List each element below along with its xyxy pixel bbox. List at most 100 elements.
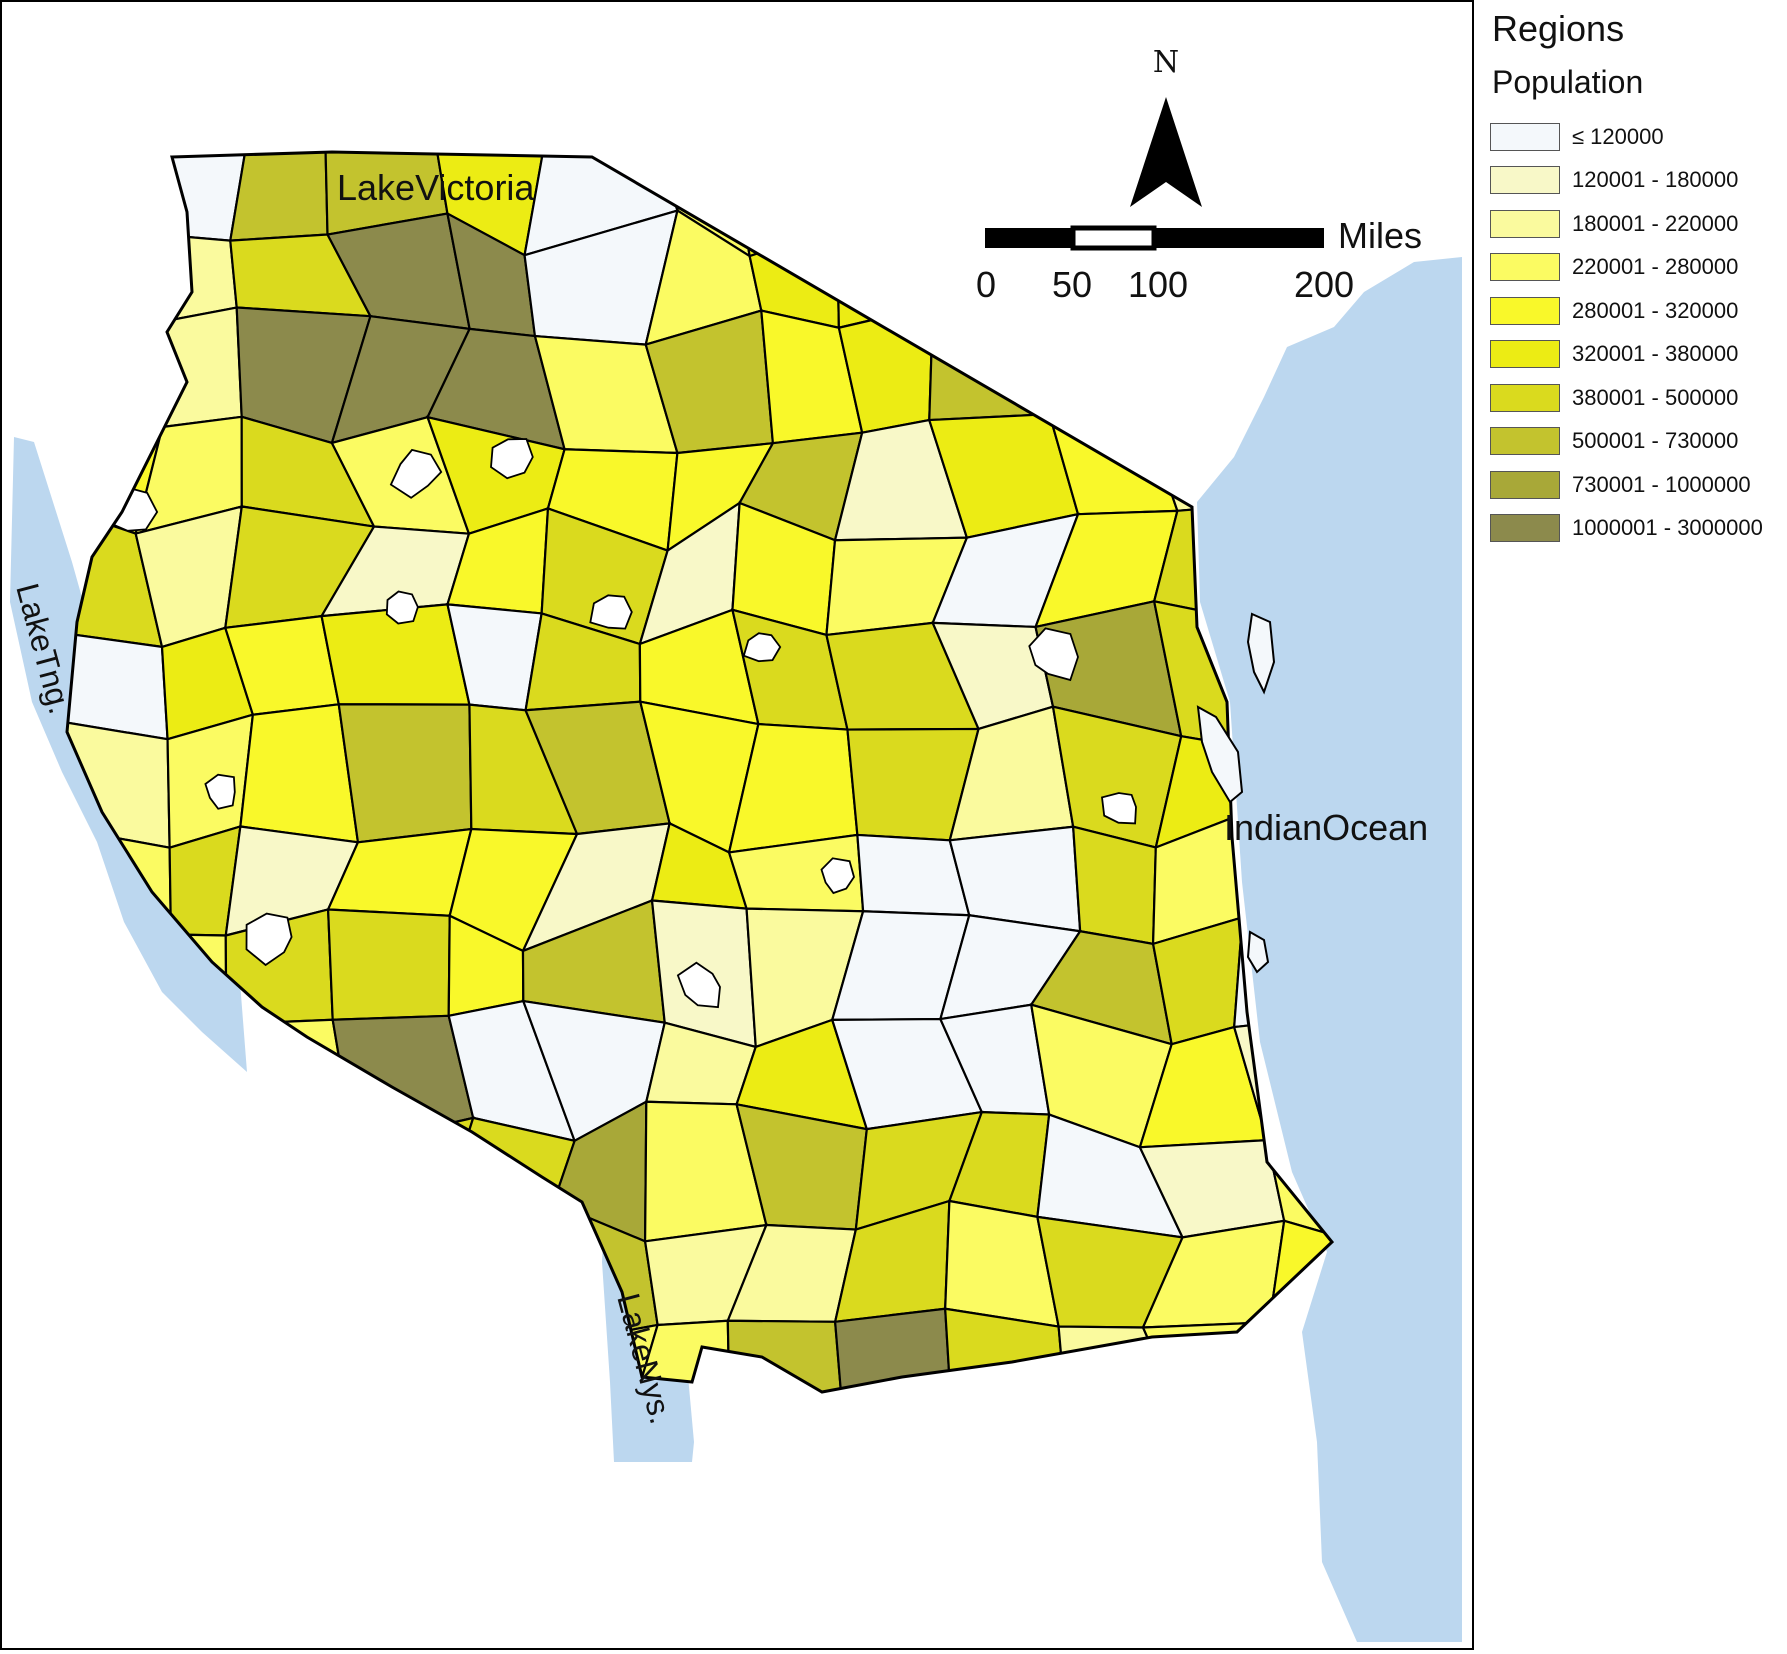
- region-polygon: [235, 1297, 346, 1392]
- legend-label: 220001 - 280000: [1572, 254, 1739, 280]
- region-cells: [67, 152, 1332, 1392]
- region-polygon: [67, 1202, 150, 1346]
- region-polygon-urban: [385, 590, 419, 625]
- legend-swatch: [1490, 166, 1560, 195]
- scale-bar: Miles 0 50 100 200: [976, 215, 1422, 305]
- region-polygon: [243, 1108, 355, 1251]
- label-lake-victoria: LakeVictoria: [337, 167, 535, 208]
- region-polygon: [67, 152, 145, 242]
- region-polygon: [118, 1201, 259, 1346]
- legend-swatch: [1490, 253, 1560, 282]
- legend-item: 280001 - 320000: [1490, 289, 1780, 333]
- scale-tick-200: 200: [1294, 264, 1354, 305]
- legend-swatch: [1490, 296, 1560, 325]
- north-arrow-icon: [1130, 97, 1202, 207]
- legend-item: ≤ 120000: [1490, 115, 1780, 159]
- indian-ocean: [1197, 257, 1462, 1642]
- region-polygon: [224, 1018, 356, 1148]
- scale-tick-50: 50: [1052, 264, 1092, 305]
- region-polygon-urban: [820, 857, 855, 895]
- region-polygon: [326, 908, 451, 1021]
- legend-classes: ≤ 120000 120001 - 180000 180001 - 220000 22…: [1490, 115, 1780, 550]
- legend: Regions Population ≤ 120000 120001 - 1800…: [1490, 8, 1780, 550]
- region-polygon: [351, 1116, 475, 1228]
- islands: [1196, 612, 1276, 974]
- legend-title: Regions: [1492, 8, 1625, 49]
- legend-subtitle: Population: [1492, 64, 1644, 100]
- legend-label: 500001 - 730000: [1572, 428, 1739, 454]
- region-polygon: [957, 152, 1054, 243]
- region-polygon-urban: [1028, 627, 1079, 682]
- regions-layer: [65, 150, 1335, 1394]
- choropleth-map: LakeVictoria IndianOcean LakeTng. LakeNy…: [9, 45, 1462, 1642]
- region-polygon: [419, 1313, 578, 1392]
- region-polygon-urban: [1101, 792, 1137, 825]
- scale-tick-0: 0: [976, 264, 996, 305]
- north-arrow-label: N: [1153, 45, 1179, 80]
- legend-swatch: [1490, 427, 1560, 456]
- region-polygon: [234, 1212, 355, 1311]
- label-indian-ocean: IndianOcean: [1224, 807, 1428, 848]
- legend-swatch: [1490, 122, 1560, 151]
- legend-swatch: [1490, 383, 1560, 412]
- legend-item: 500001 - 730000: [1490, 420, 1780, 464]
- legend-label: 180001 - 220000: [1572, 210, 1739, 236]
- mafia-island: [1246, 930, 1270, 974]
- region-polygon-urban: [389, 448, 443, 499]
- country-outline: [65, 150, 1335, 1394]
- legend-label: ≤ 120000: [1572, 123, 1664, 149]
- scale-bar-unit: Miles: [1338, 215, 1422, 256]
- region-polygon: [1048, 339, 1169, 442]
- legend-swatch: [1490, 470, 1560, 499]
- map-frame: LakeVictoria IndianOcean LakeTng. LakeNy…: [0, 0, 1474, 1650]
- legend-label: 1000001 - 3000000: [1572, 515, 1763, 541]
- region-polygon-urban: [676, 961, 721, 1009]
- scale-bar-segment-1: [985, 228, 1073, 248]
- north-arrow: N: [1130, 45, 1202, 207]
- legend-swatch: [1490, 340, 1560, 369]
- region-polygon-urban: [204, 773, 236, 810]
- legend-label: 280001 - 320000: [1572, 297, 1739, 323]
- legend-item: 320001 - 380000: [1490, 333, 1780, 377]
- region-polygon: [239, 703, 360, 844]
- legend-label: 120001 - 180000: [1572, 167, 1739, 193]
- region-polygon: [727, 152, 878, 258]
- legend-item: 380001 - 500000: [1490, 376, 1780, 420]
- legend-item: 730001 - 1000000: [1490, 463, 1780, 507]
- region-polygon-urban: [589, 594, 633, 630]
- region-polygon: [835, 225, 961, 330]
- legend-item: 1000001 - 3000000: [1490, 507, 1780, 551]
- legend-label: 380001 - 500000: [1572, 384, 1739, 410]
- legend-label: 730001 - 1000000: [1572, 471, 1751, 497]
- region-polygon: [437, 1201, 578, 1342]
- region-polygon: [330, 1213, 441, 1316]
- region-polygon: [114, 1307, 246, 1392]
- region-polygon: [835, 152, 962, 242]
- region-polygon: [118, 229, 238, 324]
- legend-swatch: [1490, 514, 1560, 543]
- legend-item: 180001 - 220000: [1490, 202, 1780, 246]
- legend-swatch: [1490, 209, 1560, 238]
- region-polygon: [118, 152, 250, 242]
- region-polygon: [331, 1296, 442, 1392]
- pemba-island: [1246, 612, 1276, 695]
- region-polygon: [337, 703, 473, 844]
- region-polygon-urban: [490, 438, 534, 480]
- region-polygon-urban: [245, 912, 293, 967]
- region-polygon: [127, 1108, 258, 1251]
- legend-item: 120001 - 180000: [1490, 159, 1780, 203]
- region-polygon: [67, 1318, 122, 1392]
- region-polygon: [67, 1114, 150, 1213]
- region-polygon: [943, 1307, 1069, 1392]
- scale-bar-segment-2: [1070, 225, 1157, 251]
- region-polygon: [67, 229, 161, 324]
- region-polygon: [833, 1307, 954, 1392]
- region-polygon: [1057, 1325, 1187, 1392]
- scale-tick-100: 100: [1128, 264, 1188, 305]
- region-polygon: [331, 1014, 475, 1147]
- scale-bar-segment-3: [1154, 228, 1324, 248]
- region-polygon: [228, 152, 329, 242]
- legend-label: 320001 - 380000: [1572, 341, 1739, 367]
- region-polygon: [67, 1000, 149, 1139]
- legend-item: 220001 - 280000: [1490, 246, 1780, 290]
